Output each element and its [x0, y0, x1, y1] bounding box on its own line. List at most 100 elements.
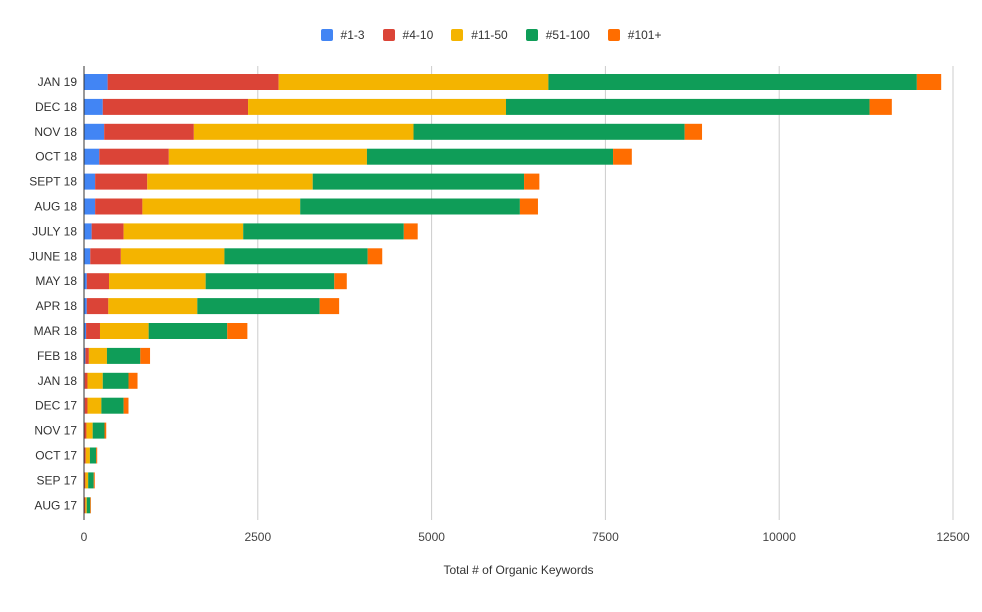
bar-segment	[108, 298, 197, 314]
bar-segment	[108, 74, 279, 90]
bar-segment	[124, 223, 244, 239]
legend-item: #4-10	[383, 28, 434, 42]
bar-segment	[103, 373, 129, 389]
legend-item: #11-50	[451, 28, 507, 42]
bar-segment	[84, 423, 86, 439]
bar-segment	[243, 223, 404, 239]
bar-segment	[121, 248, 225, 264]
bar-segment	[149, 323, 228, 339]
y-category-label: NOV 17	[34, 424, 77, 438]
y-category-label: MAR 18	[34, 324, 78, 338]
legend-item: #101+	[608, 28, 662, 42]
x-tick-label: 5000	[418, 530, 445, 544]
legend-swatch	[608, 29, 620, 41]
bar-segment	[142, 199, 300, 215]
bar-segment	[685, 124, 702, 140]
bar-segment	[88, 472, 94, 488]
bar-segment	[320, 298, 339, 314]
legend-swatch	[526, 29, 538, 41]
bar-segment	[84, 223, 92, 239]
bar-segment	[84, 472, 85, 488]
bar-segment	[524, 174, 539, 190]
bar-segment	[90, 448, 96, 464]
bar-segment	[87, 497, 90, 513]
y-category-label: SEPT 18	[29, 175, 77, 189]
legend-label: #11-50	[471, 28, 507, 42]
bar-segment	[92, 223, 124, 239]
bar-segment	[84, 448, 85, 464]
bar-segment	[95, 199, 142, 215]
bar-segment	[227, 323, 247, 339]
y-category-label: OCT 17	[35, 449, 77, 463]
legend-swatch	[321, 29, 333, 41]
y-category-label: OCT 18	[35, 150, 77, 164]
bar-segment	[84, 99, 103, 115]
bar-segment	[313, 174, 524, 190]
bar-segment	[104, 124, 194, 140]
bar-segment	[147, 174, 312, 190]
bar-segment	[90, 497, 91, 513]
bar-segment	[279, 74, 549, 90]
bar-segment	[128, 373, 137, 389]
bar-segment	[870, 99, 892, 115]
bar-segment	[140, 348, 150, 364]
bar-segment	[334, 273, 347, 289]
legend-label: #101+	[628, 28, 662, 42]
bar-segment	[87, 373, 102, 389]
bar-segment	[248, 99, 506, 115]
bar-segment	[206, 273, 335, 289]
legend-label: #4-10	[403, 28, 434, 42]
bar-segment	[367, 149, 613, 165]
bar-segment	[520, 199, 538, 215]
bar-segment	[124, 398, 129, 414]
y-category-label: APR 18	[36, 299, 78, 313]
bar-segment	[84, 149, 99, 165]
bar-segment	[101, 398, 123, 414]
bar-segment	[613, 149, 632, 165]
bar-segment	[89, 348, 107, 364]
y-category-label: JAN 18	[38, 374, 78, 388]
bar-segment	[94, 472, 95, 488]
bar-segment	[197, 298, 319, 314]
y-category-label: MAY 18	[35, 274, 77, 288]
x-axis-title: Total # of Organic Keywords	[443, 563, 593, 577]
y-category-label: DEC 17	[35, 399, 77, 413]
y-category-label: AUG 17	[34, 498, 77, 512]
y-category-label: FEB 18	[37, 349, 77, 363]
bar-segment	[86, 448, 90, 464]
y-category-label: JAN 19	[38, 75, 78, 89]
bar-segment	[506, 99, 870, 115]
bar-segment	[84, 174, 95, 190]
bar-segment	[84, 248, 90, 264]
bar-segment	[99, 149, 169, 165]
bar-segment	[93, 423, 105, 439]
bar-segment	[107, 348, 140, 364]
bar-segment	[95, 174, 147, 190]
bar-segment	[84, 74, 108, 90]
bar-segment	[96, 448, 97, 464]
y-category-label: DEC 18	[35, 100, 77, 114]
bar-segment	[85, 497, 86, 513]
y-category-label: SEP 17	[37, 473, 78, 487]
x-tick-label: 7500	[592, 530, 619, 544]
bar-segment	[86, 423, 92, 439]
bar-segment	[85, 398, 88, 414]
x-tick-label: 12500	[936, 530, 970, 544]
bar-segment	[368, 248, 383, 264]
bar-segment	[87, 298, 109, 314]
bar-segment	[86, 323, 100, 339]
bar-segment	[917, 74, 941, 90]
bar-segment	[84, 124, 104, 140]
legend-item: #51-100	[526, 28, 590, 42]
y-category-label: JULY 18	[32, 224, 77, 238]
bar-segment	[105, 423, 107, 439]
bar-segment	[100, 323, 149, 339]
bar-segment	[103, 99, 248, 115]
x-tick-label: 0	[81, 530, 88, 544]
x-tick-label: 10000	[763, 530, 797, 544]
bar-segment	[90, 248, 121, 264]
legend-label: #1-3	[341, 28, 365, 42]
bar-segment	[224, 248, 367, 264]
